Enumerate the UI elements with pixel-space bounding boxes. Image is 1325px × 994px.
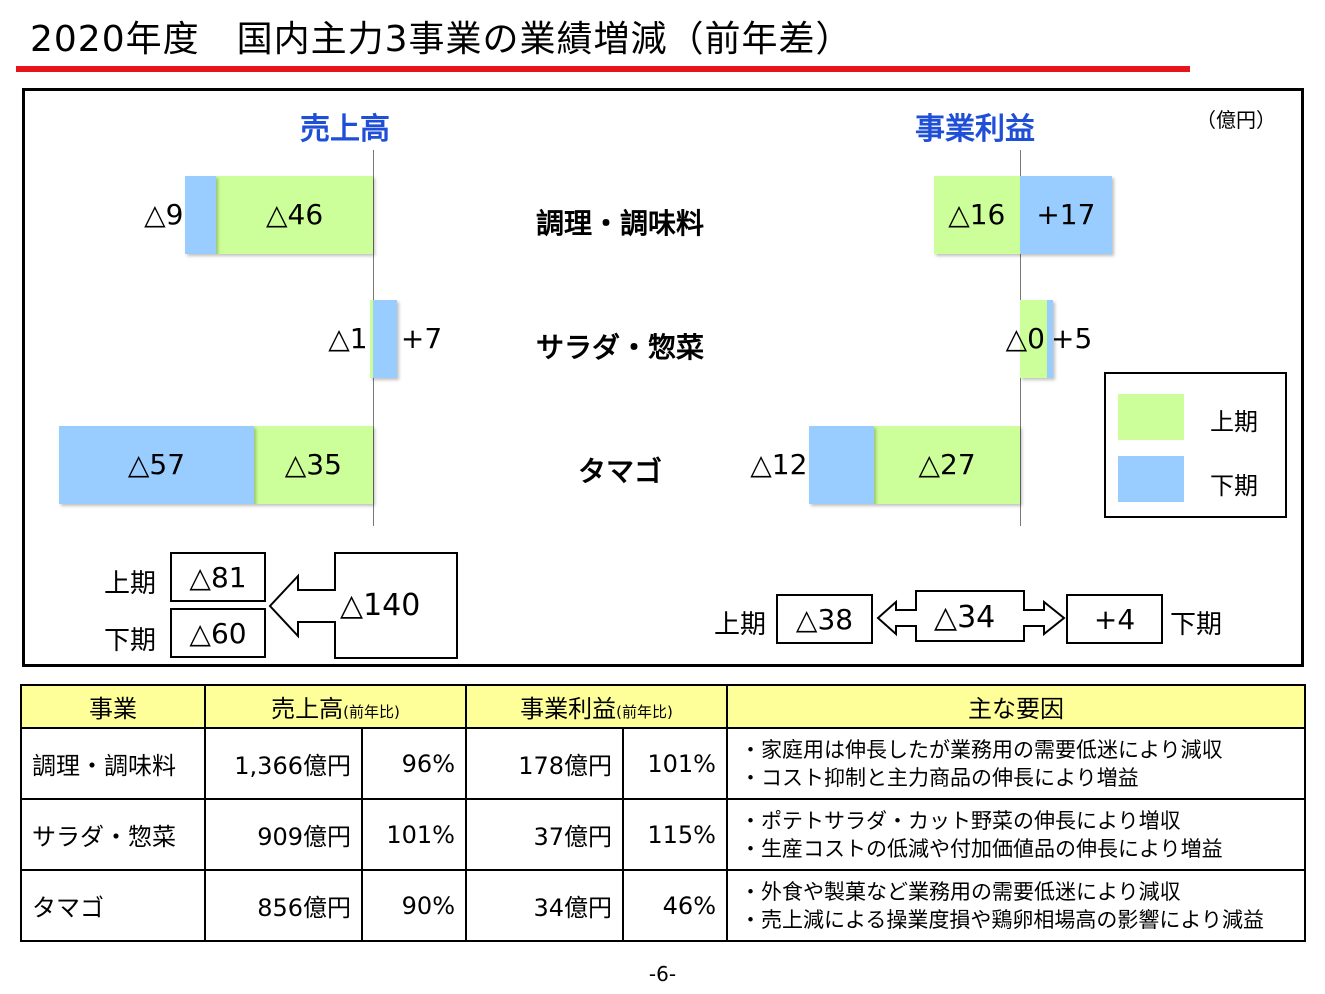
row-sales: 1,366億円: [204, 727, 363, 800]
header-sales-label: 売上高: [271, 695, 344, 723]
table-header-row: 事業 売上高(前年比) 事業利益(前年比) 主な要因: [20, 684, 1306, 729]
table-row: 調理・調味料 1,366億円 96% 178億円 101% ・家庭用は伸長したが…: [20, 727, 1306, 800]
row-sales-ratio: 90%: [361, 869, 467, 942]
business-results-table: 事業 売上高(前年比) 事業利益(前年比) 主な要因 調理・調味料 1,366億…: [20, 684, 1306, 942]
sales-total-arrow: [268, 552, 458, 659]
sales-total-value: △140: [340, 588, 421, 623]
legend-label-h1: 上期: [1210, 408, 1258, 436]
row-reasons: ・家庭用は伸長したが業務用の需要低迷により減収 ・コスト抑制と主力商品の伸長により…: [726, 727, 1306, 800]
sales-bar-label: △9: [144, 198, 184, 231]
profit-panel-title: 事業利益: [915, 112, 1035, 147]
sales-bar-h2: [185, 176, 217, 254]
sales-h2-label: 下期: [104, 626, 157, 656]
profit-bar-label: △16: [948, 198, 1006, 231]
profit-total-value: △34: [934, 600, 996, 635]
row-business: サラダ・惣菜: [20, 798, 206, 871]
legend-label-h2: 下期: [1210, 472, 1258, 500]
row-sales: 856億円: [204, 869, 363, 942]
profit-bar-h2: [809, 426, 875, 504]
row-profit-ratio: 115%: [622, 798, 728, 871]
profit-bar-label: △27: [918, 448, 976, 481]
profit-bar-h2: [1020, 176, 1112, 254]
sales-h2-total-box: △60: [170, 608, 266, 658]
reason-line: ・売上減による操業度損や鶏卵相場高の影響により減益: [740, 907, 1264, 932]
sales-bar-h2: [373, 300, 397, 378]
legend-swatch-h1: [1118, 394, 1184, 440]
profit-bar-h2: [1047, 300, 1053, 378]
profit-bar-label: △0: [1005, 322, 1045, 355]
reason-line: ・ポテトサラダ・カット野菜の伸長により増収: [740, 808, 1181, 833]
sales-bar-h1: [216, 176, 373, 254]
reason-line: ・外食や製菓など業務用の需要低迷により減収: [740, 879, 1181, 904]
sales-bar-label: △57: [127, 448, 186, 481]
row-profit: 34億円: [465, 869, 624, 942]
sales-panel-title: 売上高: [300, 112, 390, 147]
row-sales-ratio: 96%: [361, 727, 467, 800]
reason-line: ・コスト抑制と主力商品の伸長により増益: [740, 765, 1139, 790]
profit-bar-h1: [874, 426, 1020, 504]
row-profit-ratio: 46%: [622, 869, 728, 942]
profit-bar-h1: [1020, 300, 1047, 378]
sales-bar-h1: [253, 426, 373, 504]
header-profit-note: (前年比): [616, 703, 673, 721]
header-sales: 売上高(前年比): [204, 684, 467, 729]
header-profit-label: 事業利益: [520, 695, 617, 723]
header-profit: 事業利益(前年比): [465, 684, 728, 729]
row-profit: 37億円: [465, 798, 624, 871]
profit-bar-label: △12: [750, 448, 808, 481]
sales-bar-label: △35: [284, 448, 342, 481]
page-title: 2020年度 国内主力3事業の業績増減（前年差）: [30, 19, 853, 60]
legend-swatch-h2: [1118, 456, 1184, 502]
row-profit: 178億円: [465, 727, 624, 800]
chart-legend: 上期 下期: [1104, 372, 1287, 518]
chart-frame: [22, 88, 1304, 667]
sales-bar-h2: [59, 426, 254, 504]
sales-bar-h1: [369, 300, 373, 378]
profit-h1-total-box: △38: [776, 594, 873, 644]
category-label-salad: サラダ・惣菜: [535, 331, 704, 364]
profit-bar-label: +5: [1051, 322, 1093, 355]
profit-h2-total-box: +4: [1066, 594, 1163, 644]
profit-h1-label: 上期: [714, 610, 767, 640]
row-sales-ratio: 101%: [361, 798, 467, 871]
unit-label: （億円）: [1196, 108, 1276, 132]
header-business: 事業: [20, 684, 206, 729]
profit-bar-label: +17: [1036, 198, 1096, 231]
page-number: -6-: [648, 962, 677, 986]
row-reasons: ・外食や製菓など業務用の需要低迷により減収・売上減による操業度損や鶏卵相場高の影…: [726, 869, 1306, 942]
reason-line: ・生産コストの低減や付加価値品の伸長により増益: [740, 836, 1223, 861]
sales-h1-total-box: △81: [170, 552, 266, 602]
sales-bar-label: △1: [328, 322, 368, 355]
reason-line: ・家庭用は伸長したが業務用の需要低迷により減収: [740, 737, 1223, 762]
row-sales: 909億円: [204, 798, 363, 871]
sales-h1-label: 上期: [104, 569, 157, 599]
category-label-cooking: 調理・調味料: [535, 207, 704, 240]
header-sales-note: (前年比): [343, 703, 400, 721]
row-reasons: ・ポテトサラダ・カット野菜の伸長により増収・生産コストの低減や付加価値品の伸長に…: [726, 798, 1306, 871]
sales-bar-label: +7: [400, 322, 443, 355]
row-business: タマゴ: [20, 869, 206, 942]
profit-total-double-arrow: [876, 590, 1066, 642]
table-row: タマゴ 856億円 90% 34億円 46% ・外食や製菓など業務用の需要低迷に…: [20, 869, 1306, 942]
header-reasons: 主な要因: [726, 684, 1306, 729]
profit-h2-label: 下期: [1170, 610, 1223, 640]
row-business: 調理・調味料: [20, 727, 206, 800]
category-label-egg: タマゴ: [577, 455, 662, 488]
title-underline: [16, 66, 1190, 72]
profit-bar-h1: [933, 176, 1020, 254]
sales-bar-label: △46: [265, 198, 324, 231]
table-row: サラダ・惣菜 909億円 101% 37億円 115% ・ポテトサラダ・カット野…: [20, 798, 1306, 871]
row-profit-ratio: 101%: [622, 727, 728, 800]
